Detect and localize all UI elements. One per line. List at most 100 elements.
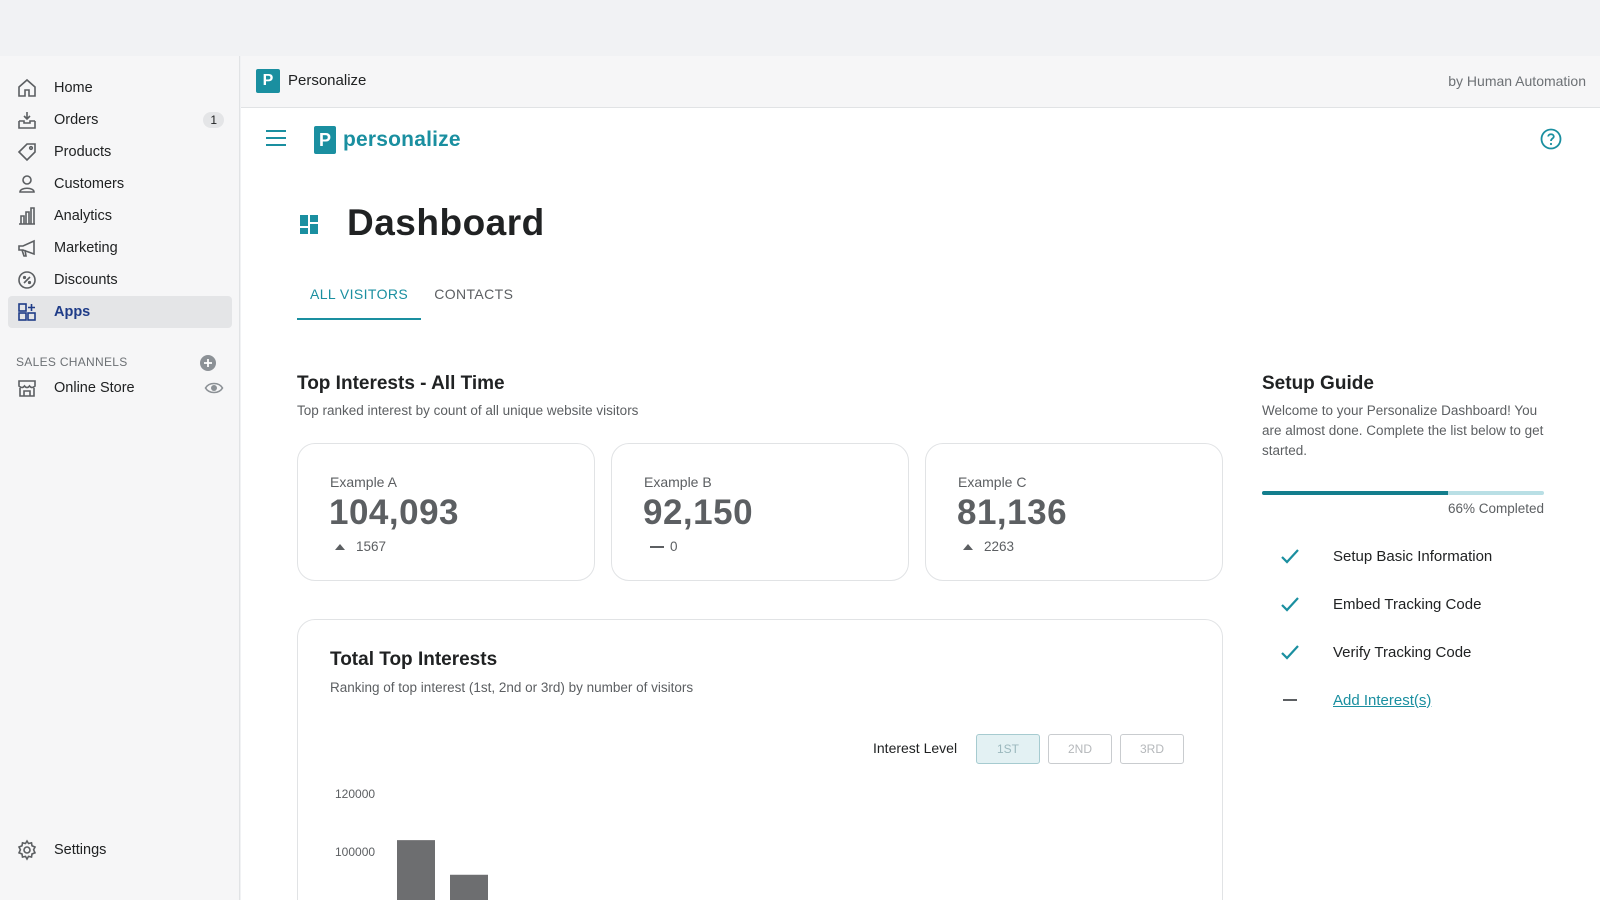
store-icon: [16, 377, 38, 399]
orders-icon: [16, 109, 38, 131]
stat-value: 104,093: [329, 493, 460, 532]
apps-icon: [16, 301, 38, 323]
brand-name: personalize: [343, 128, 461, 151]
sales-channels-heading: SALES CHANNELS: [16, 355, 128, 369]
stat-delta: 1567: [335, 539, 386, 554]
app-frame-header: P Personalize by Human Automation: [241, 56, 1600, 108]
sidebar-item-online-store[interactable]: Online Store: [8, 372, 232, 404]
sidebar-item-label: Customers: [54, 176, 125, 192]
trend-up-icon: [335, 543, 345, 550]
app-content: P personalize Dashboard ALL VISITORS CON…: [241, 108, 1600, 900]
stat-label: Example B: [644, 474, 712, 490]
tab-contacts[interactable]: CONTACTS: [434, 286, 514, 302]
sidebar-item-settings[interactable]: Settings: [8, 834, 232, 866]
setup-step: Setup Basic Information: [1280, 544, 1492, 568]
sidebar: Home Orders 1 Products Customers Analyti…: [0, 56, 240, 900]
sidebar-item-label: Home: [54, 80, 93, 96]
brand-mark: P: [314, 126, 336, 154]
trend-flat-icon: [650, 545, 664, 548]
sidebar-item-label: Discounts: [54, 272, 118, 288]
top-bar: [0, 0, 1600, 56]
sidebar-item-products[interactable]: Products: [8, 136, 232, 168]
dashboard-icon: [300, 215, 318, 234]
app-name: Personalize: [288, 72, 367, 89]
view-store-eye-icon[interactable]: [204, 378, 224, 398]
orders-count-badge: 1: [203, 112, 224, 128]
sidebar-item-analytics[interactable]: Analytics: [8, 200, 232, 232]
brand-logo: P personalize: [314, 126, 461, 154]
check-icon: [1280, 642, 1300, 662]
gear-icon: [16, 839, 38, 861]
level-3rd-button[interactable]: 3RD: [1120, 734, 1184, 764]
stat-value: 81,136: [957, 493, 1068, 532]
page-title: Dashboard: [347, 202, 545, 243]
sidebar-item-label: Settings: [54, 842, 107, 858]
sidebar-item-discounts[interactable]: Discounts: [8, 264, 232, 296]
stat-label: Example C: [958, 474, 1027, 490]
chart-bar[interactable]: [450, 874, 488, 900]
chart-subtitle: Ranking of top interest (1st, 2nd or 3rd…: [330, 680, 694, 695]
sidebar-item-home[interactable]: Home: [8, 72, 232, 104]
stat-card: Example C 81,136 2263: [925, 443, 1223, 581]
tab-bar: ALL VISITORS CONTACTS: [297, 278, 526, 320]
trend-up-icon: [963, 543, 973, 550]
bar-chart-icon: [16, 205, 38, 227]
sidebar-item-label: Orders: [54, 112, 99, 128]
setup-step: Add Interest(s): [1280, 688, 1431, 712]
stat-delta: 0: [649, 539, 678, 554]
stat-card: Example B 92,150 0: [611, 443, 909, 581]
top-interests-title: Top Interests - All Time: [297, 373, 505, 394]
sidebar-item-label: Marketing: [54, 240, 118, 256]
setup-progress-bar: [1262, 491, 1544, 495]
pending-dash-icon: [1280, 690, 1300, 710]
setup-progress-label: 66% Completed: [1447, 501, 1544, 516]
sidebar-item-label: Online Store: [54, 380, 135, 396]
sidebar-item-label: Apps: [54, 304, 91, 320]
delta-value: 2263: [984, 539, 1015, 554]
total-top-interests-card: Total Top Interests Ranking of top inter…: [297, 619, 1223, 900]
check-icon: [1280, 594, 1300, 614]
level-2nd-button[interactable]: 2ND: [1048, 734, 1112, 764]
stat-delta: 2263: [963, 539, 1014, 554]
setup-step-label: Verify Tracking Code: [1333, 643, 1472, 661]
stat-value: 92,150: [643, 493, 754, 532]
setup-guide-title: Setup Guide: [1262, 373, 1374, 394]
megaphone-icon: [16, 237, 38, 259]
home-icon: [16, 77, 38, 99]
tab-all-visitors[interactable]: ALL VISITORS: [297, 278, 422, 320]
app-developer: by Human Automation: [1448, 73, 1586, 89]
person-icon: [16, 173, 38, 195]
sidebar-item-label: Analytics: [54, 208, 113, 224]
interest-bar-chart: 120000 100000: [335, 787, 488, 900]
stat-label: Example A: [330, 474, 397, 490]
delta-value: 1567: [356, 539, 387, 554]
chart-title: Total Top Interests: [330, 649, 498, 670]
y-tick-label: 120000: [335, 787, 375, 801]
check-icon: [1280, 546, 1300, 566]
sidebar-item-orders[interactable]: Orders 1: [8, 104, 232, 136]
interest-level-label: Interest Level: [873, 740, 958, 756]
sidebar-item-label: Products: [54, 144, 112, 160]
setup-step-label: Setup Basic Information: [1333, 547, 1493, 565]
setup-step-label: Embed Tracking Code: [1333, 595, 1482, 613]
tag-icon: [16, 141, 38, 163]
chart-bar[interactable]: [397, 840, 435, 900]
setup-progress-fill: [1262, 491, 1449, 495]
y-tick-label: 100000: [335, 845, 375, 859]
help-icon[interactable]: [1540, 128, 1562, 150]
delta-value: 0: [670, 539, 678, 554]
add-channel-icon[interactable]: [199, 354, 217, 372]
app-logo: P: [256, 69, 280, 93]
add-interests-link[interactable]: Add Interest(s): [1333, 691, 1432, 709]
menu-icon[interactable]: [266, 130, 286, 146]
setup-step: Verify Tracking Code: [1280, 640, 1471, 664]
setup-step: Embed Tracking Code: [1280, 592, 1481, 616]
stat-card: Example A 104,093 1567: [297, 443, 595, 581]
level-1st-button[interactable]: 1ST: [976, 734, 1040, 764]
sidebar-item-apps[interactable]: Apps: [8, 296, 232, 328]
discount-icon: [16, 269, 38, 291]
setup-guide-description: Welcome to your Personalize Dashboard! Y…: [1262, 403, 1544, 458]
sidebar-item-marketing[interactable]: Marketing: [8, 232, 232, 264]
top-interests-subtitle: Top ranked interest by count of all uniq…: [297, 403, 639, 418]
sidebar-item-customers[interactable]: Customers: [8, 168, 232, 200]
